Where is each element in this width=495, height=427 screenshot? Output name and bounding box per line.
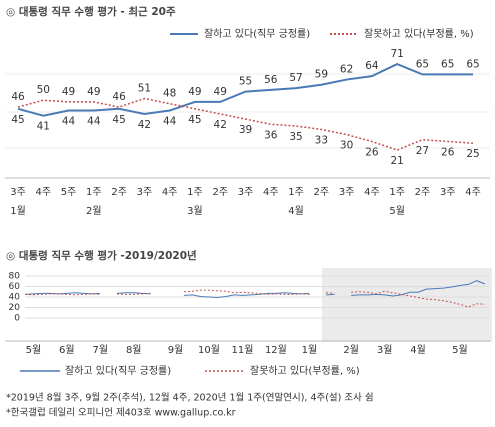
x-tick-label: 3주 [339,187,355,198]
x-tick-label: 4주 [465,187,481,198]
x-tick-label: 9월 [168,344,184,356]
line [17,97,474,151]
x-tick-label: 1주 [389,187,405,198]
data-label: 62 [340,64,353,76]
month-label: 4월 [288,205,304,217]
x-tick-label: 11월 [231,344,253,356]
footnote: *한국갤럽 데일리 오피니언 제403호 www.gallup.co.kr [6,407,236,419]
x-tick-label: 3주 [440,187,456,198]
data-label: 49 [87,86,100,98]
data-label: 44 [163,116,177,128]
legend-label: 잘못하고 있다(부정률, %) [250,364,360,377]
x-tick-label: 5주 [61,187,77,198]
data-label: 21 [390,155,403,167]
x-tick-label: 4주 [35,187,51,198]
data-label: 36 [264,129,278,141]
data-label: 50 [37,84,50,96]
y-tick-label: 60 [9,282,21,292]
x-tick-label: 8월 [126,344,142,356]
line [24,280,486,299]
x-tick-label: 2주 [314,187,330,198]
x-tick-label: 5월 [26,344,42,356]
x-tick-label: 3주 [238,187,254,198]
data-label: 65 [466,58,479,70]
x-tick-label: 10월 [198,344,220,356]
data-label: 55 [239,76,252,88]
data-label: 42 [214,119,227,131]
data-label: 46 [11,91,25,103]
x-tick-label: 1주 [187,187,203,198]
data-label: 71 [390,48,403,60]
x-tick-label: 3월 [377,344,393,356]
data-label: 41 [37,121,50,133]
data-label: 48 [163,88,176,100]
x-tick-label: 1주 [86,187,102,198]
data-label: 39 [239,124,252,136]
recent-shade [322,268,492,342]
legend-label: 잘하고 있다(직무 긍정률) [65,364,171,377]
data-label: 44 [87,116,101,128]
data-label: 45 [11,114,24,126]
x-tick-label: 7월 [92,344,108,356]
x-tick-label: 2주 [111,187,127,198]
month-label: 1월 [10,205,26,217]
x-tick-label: 1월 [302,344,318,356]
y-tick-label: 40 [9,293,21,303]
data-label: 51 [138,82,151,94]
data-label: 59 [315,69,328,81]
data-label: 42 [138,119,151,131]
legend-label: 잘하고 있다(직무 긍정률) [204,27,310,40]
y-tick-label: 20 [9,303,21,313]
chart-title: ◎ 대통령 직무 수행 평가 - 최근 20주 [6,5,176,18]
y-tick-label: 80 [9,272,21,282]
data-label: 35 [289,131,302,143]
month-label: 5월 [389,205,405,217]
data-label: 49 [214,86,227,98]
line [24,289,486,308]
x-tick-label: 4주 [162,187,178,198]
data-label: 57 [289,72,302,84]
footnote: *2019년 8월 3주, 9월 2주(추석), 12월 4주, 2020년 1… [6,392,374,404]
data-label: 65 [441,58,454,70]
x-tick-label: 4주 [364,187,380,198]
data-label: 26 [365,146,379,158]
data-label: 30 [340,140,353,152]
x-tick-label: 3주 [10,187,26,198]
x-tick-label: 4주 [263,187,279,198]
month-label: 2월 [86,205,102,217]
data-label: 56 [264,74,278,86]
data-label: 44 [62,116,76,128]
data-label: 45 [112,114,125,126]
x-tick-label: 2주 [212,187,228,198]
data-label: 45 [188,114,201,126]
data-label: 65 [416,58,429,70]
x-tick-label: 5월 [452,344,468,356]
month-label: 3월 [187,205,203,217]
data-label: 46 [112,91,126,103]
chart-title: ◎ 대통령 직무 수행 평가 -2019/2020년 [6,249,197,262]
data-label: 64 [365,60,379,72]
data-label: 33 [315,134,328,146]
data-label: 27 [416,145,429,157]
data-label: 26 [441,146,455,158]
x-tick-label: 2주 [415,187,431,198]
data-label: 49 [62,86,75,98]
x-tick-label: 1주 [288,187,304,198]
line [17,62,473,117]
y-tick-label: 0 [14,314,20,324]
x-tick-label: 3주 [137,187,153,198]
data-label: 49 [188,86,201,98]
x-tick-label: 12월 [265,344,287,356]
x-tick-label: 4월 [410,344,426,356]
data-label: 25 [466,148,479,160]
x-tick-label: 2월 [343,344,359,356]
x-tick-label: 6월 [59,344,75,356]
legend-label: 잘못하고 있다(부정률, %) [364,27,474,40]
